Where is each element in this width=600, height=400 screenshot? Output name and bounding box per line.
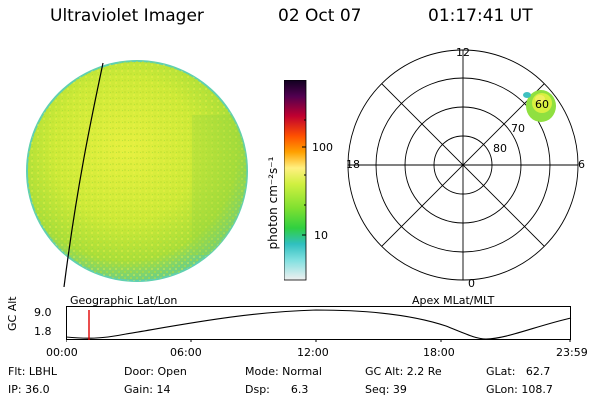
altitude-curve bbox=[66, 309, 572, 340]
mlt-label-0: 0 bbox=[468, 277, 475, 290]
info-mode: Mode: Normal bbox=[245, 365, 322, 378]
info-ip: IP: 36.0 bbox=[8, 383, 50, 396]
mlat-label-70: 70 bbox=[511, 122, 525, 135]
polar-mlat-mlt-plot bbox=[347, 49, 579, 281]
colorbar-unit-label: photon cm⁻²s⁻¹ bbox=[266, 156, 280, 250]
date-label: 02 Oct 07 bbox=[278, 6, 362, 26]
mlt-label-18: 18 bbox=[346, 158, 360, 171]
info-glon: GLon: 108.7 bbox=[486, 383, 553, 396]
altitude-xtick-1200: 12:00 bbox=[297, 346, 329, 359]
info-door: Door: Open bbox=[124, 365, 187, 378]
colorbar-tick-10: 10 bbox=[314, 229, 328, 242]
app-title: Ultraviolet Imager bbox=[50, 6, 204, 26]
colorbar bbox=[284, 80, 307, 281]
altitude-y-label: GC Alt bbox=[6, 296, 19, 331]
info-seq: Seq: 39 bbox=[365, 383, 407, 396]
colorbar-tick-100: 100 bbox=[312, 141, 333, 154]
geographic-meridian-line bbox=[63, 62, 104, 287]
altitude-xtick-0600: 06:00 bbox=[170, 346, 202, 359]
mlt-label-6: 6 bbox=[578, 158, 585, 171]
info-glat: GLat: 62.7 bbox=[486, 365, 551, 378]
info-gc-alt: GC Alt: 2.2 Re bbox=[365, 365, 442, 378]
info-flt: Flt: LBHL bbox=[8, 365, 57, 378]
altitude-ytick-high: 9.0 bbox=[34, 306, 52, 319]
info-dsp: Dsp: 6.3 bbox=[245, 383, 309, 396]
time-label: 01:17:41 UT bbox=[428, 6, 533, 26]
auroral-blob bbox=[523, 90, 556, 122]
altitude-ytick-low: 1.8 bbox=[34, 325, 52, 338]
geographic-disk-image bbox=[26, 60, 248, 287]
info-gain: Gain: 14 bbox=[124, 383, 171, 396]
geo-panel-label: Geographic Lat/Lon bbox=[70, 294, 178, 307]
altitude-xtick-1800: 18:00 bbox=[423, 346, 455, 359]
mlt-label-12: 12 bbox=[456, 46, 470, 59]
altitude-xtick-2359: 23:59 bbox=[556, 346, 588, 359]
mlat-label-60: 60 bbox=[535, 98, 549, 111]
altitude-xtick-0000: 00:00 bbox=[46, 346, 78, 359]
polar-panel-label: Apex MLat/MLT bbox=[412, 294, 495, 307]
mlat-label-80: 80 bbox=[493, 142, 507, 155]
altitude-timeline-plot bbox=[66, 306, 572, 342]
